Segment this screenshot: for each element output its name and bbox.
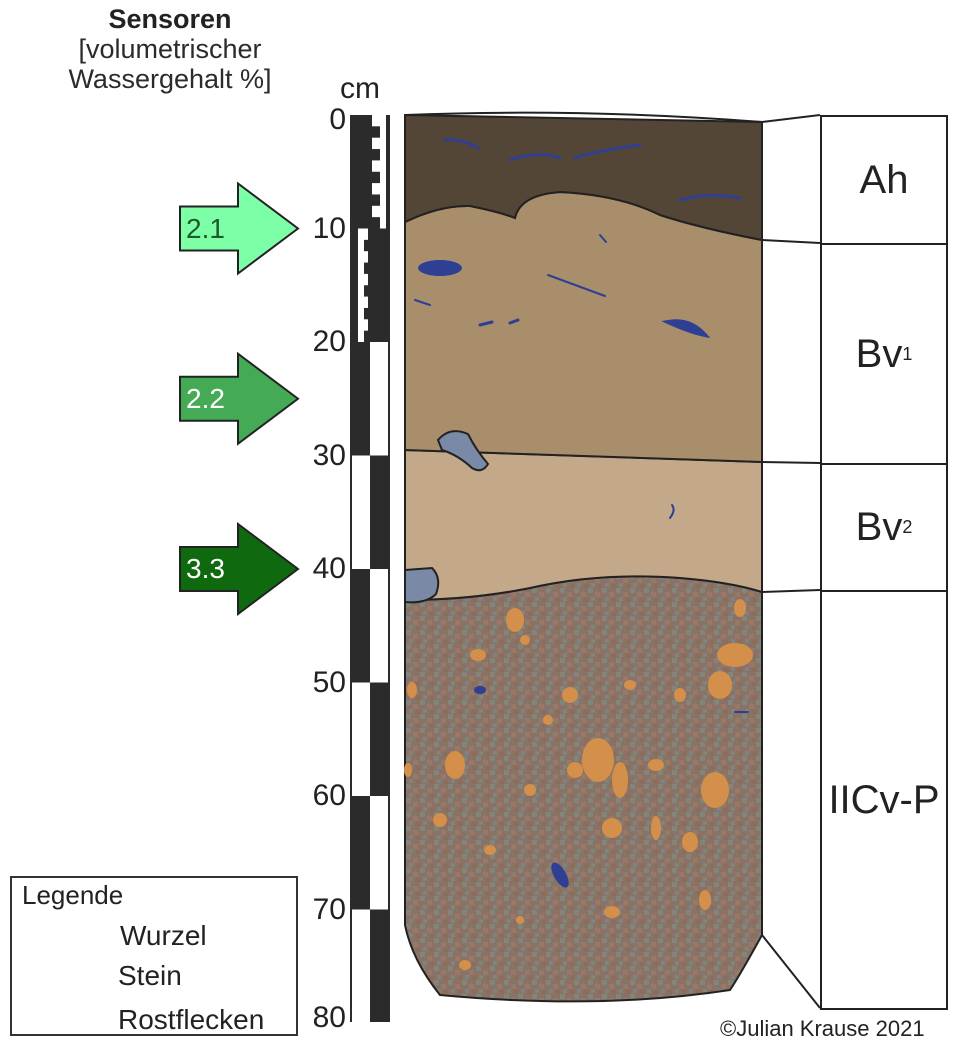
sensor-arrow <box>179 351 300 446</box>
horizon-cell: Ah <box>820 115 948 245</box>
legend-item-rust: Rostflecken <box>118 1004 265 1035</box>
sensor-label: 2.2 <box>186 382 225 414</box>
sensor-subtitle-2: Wassergehalt %] <box>68 64 272 94</box>
horizon-name: Ah <box>859 157 909 202</box>
depth-tick-label: 20 <box>312 325 346 358</box>
ruler-block <box>352 909 370 1023</box>
horizon-cell: Bv 2 <box>820 463 948 592</box>
sensor-label: 3.3 <box>186 553 225 584</box>
legend-title: Legende <box>22 880 124 910</box>
ruler-fine-tick <box>372 115 382 127</box>
root-patch <box>551 862 569 888</box>
legend-box: Legende Wurzel Stein Rostflecken <box>10 876 298 1036</box>
horizon-cell: IICv-P <box>820 590 948 1010</box>
ruler-fine-column <box>358 228 364 342</box>
copyright-notice: ©Julian Krause 2021 <box>720 1016 925 1041</box>
depth-tick-label: 10 <box>312 211 346 245</box>
ruler-fine-tick <box>372 137 382 150</box>
sensor-header: Sensoren [volumetrischer Wassergehalt %] <box>40 4 300 94</box>
ruler-fine-tick <box>372 160 382 172</box>
root-patch <box>661 319 711 339</box>
sensor-label: 2.1 <box>186 212 225 244</box>
depth-tick-label: 40 <box>312 552 346 585</box>
sensor-title: Sensoren <box>108 4 232 34</box>
horizon-ah-layer <box>404 113 763 242</box>
ruler-block <box>370 796 388 910</box>
horizon-name: Bv <box>855 505 903 549</box>
ruler-segments <box>352 115 388 1023</box>
sensor-arrow <box>179 522 300 616</box>
depth-tick-label: 50 <box>312 665 346 699</box>
legend-item-stone: Stein <box>118 960 182 991</box>
stone-2 <box>404 566 440 604</box>
horizon-subscript: 1 <box>902 343 913 364</box>
root-patch <box>418 260 462 276</box>
horizon-bv2-layer <box>404 448 763 602</box>
stone-1 <box>436 430 490 472</box>
depth-tick-label: 0 <box>329 103 346 136</box>
ruler-fine-tick <box>372 183 382 195</box>
ruler-block <box>352 682 370 796</box>
horizon-name: IICv-P <box>828 777 940 822</box>
legend-item-root: Wurzel <box>120 920 207 951</box>
unit-label: cm <box>340 72 380 105</box>
sensor-arrow <box>179 181 300 276</box>
ruler-fine-tick <box>372 205 382 218</box>
ruler-block <box>370 569 388 683</box>
ruler-block <box>352 455 370 569</box>
soil-column <box>404 111 763 1003</box>
sensor-subtitle-1: [volumetrischer <box>78 34 262 64</box>
depth-tick-label: 30 <box>312 438 346 472</box>
ruler-block <box>370 342 388 456</box>
depth-tick-label: 80 <box>312 1001 346 1034</box>
ruler-fine-column <box>380 115 386 229</box>
horizon-cell: Bv 1 <box>820 243 948 465</box>
depth-tick-label: 60 <box>312 779 346 812</box>
rust-spots <box>404 599 753 970</box>
horizon-name: Bv <box>855 331 903 376</box>
depth-tick-label: 70 <box>312 892 346 926</box>
root-patch <box>474 686 486 694</box>
depth-ruler <box>350 115 390 1023</box>
horizon-bv1-layer <box>404 190 763 464</box>
roots <box>414 138 749 713</box>
horizon-subscript: 2 <box>902 517 913 537</box>
sensor-arrows <box>179 181 300 616</box>
horizon-connectors <box>761 114 821 1009</box>
